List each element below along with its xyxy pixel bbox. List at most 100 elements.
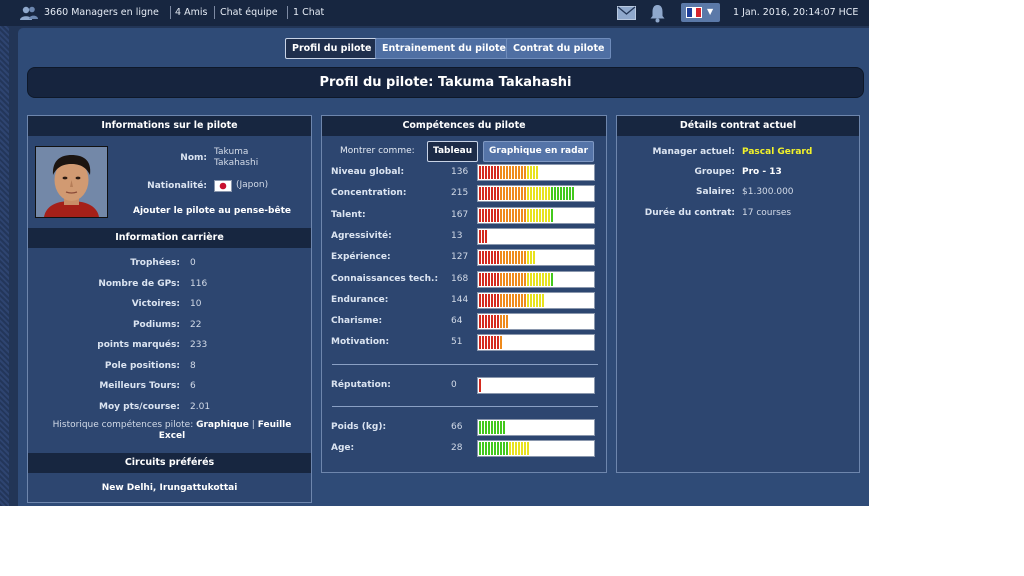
bar-segment xyxy=(488,166,490,179)
driver-info-header: Informations sur le pilote xyxy=(28,116,311,136)
skill-value: 13 xyxy=(451,230,463,241)
salary-label: Salaire: xyxy=(696,187,735,197)
bar-segment xyxy=(512,208,514,222)
bar-segment xyxy=(479,166,481,179)
bar-segment xyxy=(485,293,487,307)
bar-segment xyxy=(500,208,502,222)
bar-segment xyxy=(497,336,499,350)
bar-segment xyxy=(503,442,505,455)
flag-japan-icon xyxy=(214,180,232,192)
bar-segment xyxy=(494,442,496,455)
link-separator: | xyxy=(251,420,255,430)
bar-segment xyxy=(488,315,490,329)
bar-segment xyxy=(569,187,571,201)
current-manager-link[interactable]: Pascal Gerard xyxy=(742,147,813,157)
bar-segment xyxy=(521,166,523,179)
team-chat-link[interactable]: Chat équipe xyxy=(220,7,278,18)
bar-segment xyxy=(494,272,496,286)
bar-segment xyxy=(515,251,517,265)
bar-segment xyxy=(494,293,496,307)
bar-segment xyxy=(506,442,508,455)
bar-segment xyxy=(497,442,499,455)
bar-segment xyxy=(527,208,529,222)
bar-segment xyxy=(506,166,508,179)
bar-segment xyxy=(488,293,490,307)
bar-segment xyxy=(485,442,487,455)
bar-segment xyxy=(521,442,523,455)
bar-segment xyxy=(500,251,502,265)
bar-segment xyxy=(491,315,493,329)
career-stat-label: Pole positions: xyxy=(104,360,180,371)
bar-segment xyxy=(485,187,487,201)
tab-driver-contract[interactable]: Contrat du pilote xyxy=(506,38,612,59)
skill-level-bar xyxy=(477,419,595,436)
bar-segment xyxy=(491,166,493,179)
bar-segment xyxy=(488,208,490,222)
skill-history-graph-link[interactable]: Graphique xyxy=(196,420,249,430)
bar-segment xyxy=(515,293,517,307)
friends-link[interactable]: 4 Amis xyxy=(175,7,208,18)
table-view-button[interactable]: Tableau xyxy=(427,141,479,162)
bar-segment xyxy=(527,272,529,286)
bar-segment xyxy=(500,315,502,329)
skill-history-line: Historique compétences pilote: Graphique… xyxy=(42,420,302,442)
online-managers-link[interactable]: 3660 Managers en ligne xyxy=(44,7,159,18)
skill-label: Connaissances tech.: xyxy=(331,273,439,284)
bar-segment xyxy=(503,315,505,329)
bar-segment xyxy=(497,208,499,222)
bar-segment xyxy=(491,421,493,434)
left-decorative-strip xyxy=(0,26,9,506)
server-datetime: 1 Jan. 2016, 20:14:07 HCE xyxy=(733,7,859,18)
separator xyxy=(170,6,171,19)
bar-segment xyxy=(512,187,514,201)
bar-segment xyxy=(572,187,574,201)
name-label: Nom: xyxy=(180,153,207,163)
display-mode-label: Montrer comme: xyxy=(340,146,415,156)
radar-view-button[interactable]: Graphique en radar xyxy=(483,141,595,162)
top-bar: 3660 Managers en ligne 4 Amis Chat équip… xyxy=(0,0,869,26)
bar-segment xyxy=(521,293,523,307)
language-selector[interactable]: ▼ xyxy=(681,3,720,22)
bar-segment xyxy=(524,251,526,265)
bar-segment xyxy=(482,442,484,455)
bar-segment xyxy=(503,293,505,307)
bell-icon[interactable] xyxy=(649,4,666,23)
bar-segment xyxy=(551,272,553,286)
skill-level-bar xyxy=(477,206,595,224)
bar-segment xyxy=(491,293,493,307)
contract-duration-label: Durée du contrat: xyxy=(644,208,735,218)
skill-history-label: Historique compétences pilote: xyxy=(52,420,194,430)
career-info-header: Information carrière xyxy=(28,228,311,248)
bar-segment xyxy=(560,187,562,201)
skill-label: Concentration: xyxy=(331,188,407,199)
skill-value: 136 xyxy=(451,167,469,177)
bar-segment xyxy=(524,166,526,179)
bar-segment xyxy=(527,251,529,265)
bar-segment xyxy=(479,336,481,350)
bar-segment xyxy=(545,208,547,222)
bar-segment xyxy=(524,208,526,222)
bar-segment xyxy=(518,293,520,307)
bar-segment xyxy=(551,208,553,222)
bar-segment xyxy=(494,336,496,350)
bar-segment xyxy=(548,187,550,201)
tab-driver-profile[interactable]: Profil du pilote xyxy=(285,38,379,59)
bar-segment xyxy=(494,251,496,265)
tab-driver-training[interactable]: Entrainement du pilote xyxy=(375,38,514,59)
skill-history-excel-link[interactable]: Feuille Excel xyxy=(158,420,292,441)
bar-segment xyxy=(527,293,529,307)
mail-icon[interactable] xyxy=(617,6,636,20)
bar-segment xyxy=(539,272,541,286)
chat-link[interactable]: 1 Chat xyxy=(293,7,325,18)
bar-segment xyxy=(488,187,490,201)
bar-segment xyxy=(527,187,529,201)
add-to-watchlist-link[interactable]: Ajouter le pilote au pense-bête xyxy=(133,206,291,216)
bar-segment xyxy=(533,293,535,307)
bar-segment xyxy=(500,336,502,350)
skill-value: 167 xyxy=(451,209,469,220)
bar-segment xyxy=(557,187,559,201)
users-icon[interactable] xyxy=(19,5,39,21)
bar-segment xyxy=(530,166,532,179)
skill-value: 28 xyxy=(451,443,463,453)
bar-segment xyxy=(542,187,544,201)
